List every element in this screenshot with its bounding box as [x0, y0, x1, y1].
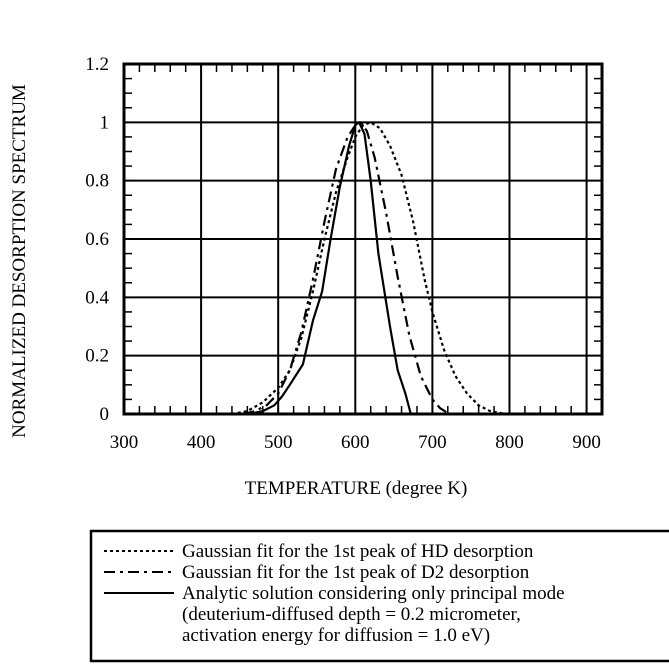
- y-tick-label: 1: [100, 112, 110, 133]
- x-axis-tick-labels: 300 400 500 600 700 800 900: [110, 432, 601, 453]
- legend-note-line-1: (deuterium-diffused depth = 0.2 micromet…: [182, 604, 521, 625]
- y-tick-label: 1.2: [85, 54, 109, 75]
- legend-note-line-2: activation energy for diffusion = 1.0 eV…: [182, 625, 490, 646]
- y-axis-title: NORMALIZED DESORPTION SPECTRUM: [9, 84, 30, 438]
- legend-label-analytic: Analytic solution considering only princ…: [182, 583, 565, 604]
- x-tick-label: 800: [495, 432, 524, 453]
- y-tick-label: 0: [100, 404, 110, 425]
- x-tick-label: 300: [110, 432, 139, 453]
- x-tick-label: 900: [572, 432, 601, 453]
- legend-label-d2: Gaussian fit for the 1st peak of D2 deso…: [182, 562, 530, 583]
- x-tick-label: 700: [418, 432, 447, 453]
- series-layer: [231, 121, 506, 416]
- y-tick-label: 0.6: [85, 229, 109, 250]
- y-axis-tick-labels: 0 0.2 0.4 0.6 0.8 1 1.2: [85, 54, 109, 425]
- x-tick-label: 600: [341, 432, 370, 453]
- plot-area-frame: [122, 62, 604, 416]
- legend-box: [89, 529, 669, 663]
- x-axis-title: TEMPERATURE (degree K): [245, 478, 468, 499]
- legend: Gaussian fit for the 1st peak of HD deso…: [89, 529, 669, 663]
- y-tick-label: 0.8: [85, 171, 109, 192]
- series-line-3: [248, 121, 412, 416]
- y-tick-label: 0.2: [85, 346, 109, 367]
- x-tick-label: 500: [264, 432, 293, 453]
- y-tick-label: 0.4: [85, 287, 109, 308]
- legend-label-hd: Gaussian fit for the 1st peak of HD deso…: [182, 541, 534, 562]
- x-tick-label: 400: [187, 432, 216, 453]
